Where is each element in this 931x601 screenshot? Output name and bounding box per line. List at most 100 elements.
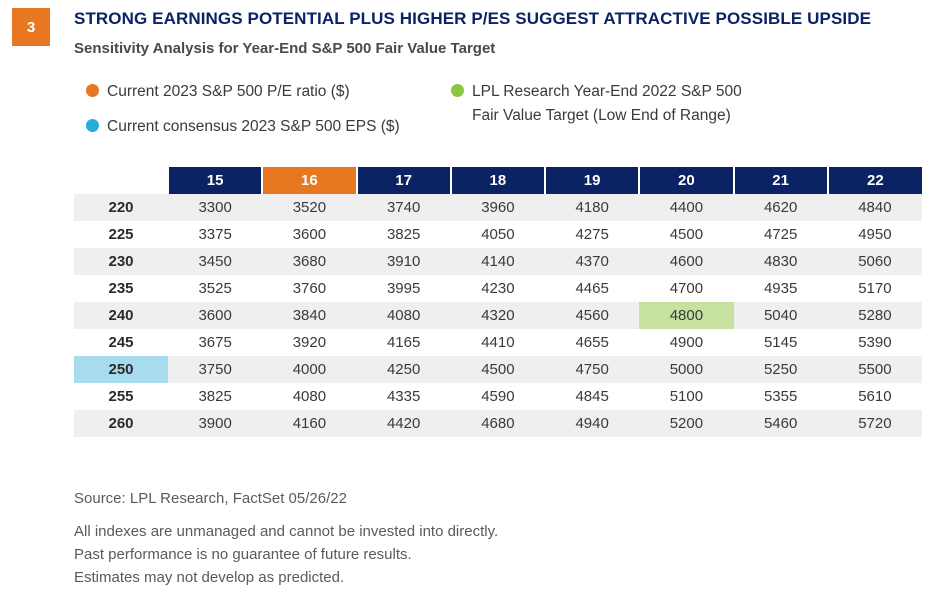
- eps-row-label: 245: [74, 329, 168, 356]
- table-cell: 5355: [733, 383, 828, 410]
- pe-column-header: 20: [638, 167, 734, 194]
- table-cell: 3675: [168, 329, 263, 356]
- table-cell: 3600: [262, 221, 357, 248]
- pe-column-header: 19: [543, 167, 640, 194]
- table-cell: 4410: [450, 329, 545, 356]
- table-cell: 5280: [827, 302, 922, 329]
- table-cell: 4000: [262, 356, 357, 383]
- eps-row-label: 235: [74, 275, 168, 302]
- table-cell: 4840: [827, 194, 922, 221]
- table-cell: 4320: [450, 302, 545, 329]
- table-cell: 3680: [262, 248, 357, 275]
- table-cell: 3520: [262, 194, 357, 221]
- table-cell: 5250: [733, 356, 828, 383]
- table-cell: 5040: [733, 302, 828, 329]
- eps-row-label: 250: [74, 356, 168, 383]
- table-row: 255 3825 4080 4335 4590 4845 5100 5355 5610: [74, 383, 922, 410]
- disclaimer-line: Past performance is no guarantee of futu…: [74, 546, 412, 563]
- table-cell: 4845: [545, 383, 640, 410]
- legend-label-line2: Fair Value Target (Low End of Range): [472, 107, 731, 124]
- legend-item-eps: Current consensus 2023 S&P 500 EPS ($): [86, 115, 400, 139]
- table-body: 220 3300 3520 3740 3960 4180 4400 4620 4840 225 33…: [74, 194, 922, 437]
- table-header-row: 15 16 17 18 19 20 21 22: [74, 167, 922, 194]
- pe-column-header: 22: [826, 167, 922, 194]
- table-cell: 5200: [639, 410, 734, 437]
- legend-label: Current consensus 2023 S&P 500 EPS ($): [107, 118, 400, 135]
- eps-row-label: 225: [74, 221, 168, 248]
- table-cell: 4500: [639, 221, 734, 248]
- table-cell: 3825: [168, 383, 263, 410]
- disclaimer-line: Estimates may not develop as predicted.: [74, 569, 345, 586]
- table-row: 240 3600 3840 4080 4320 4560 4800 5040 5280: [74, 302, 922, 329]
- table-cell: 4950: [827, 221, 922, 248]
- table-cell: 5460: [733, 410, 828, 437]
- table-cell: 3740: [356, 194, 451, 221]
- table-row: 260 3900 4160 4420 4680 4940 5200 5460 5720: [74, 410, 922, 437]
- table-cell: 4800: [639, 302, 734, 329]
- pe-column-header: 16: [261, 167, 357, 194]
- green-dot-icon: [451, 84, 464, 97]
- table-cell: 4250: [356, 356, 451, 383]
- table-row: 235 3525 3760 3995 4230 4465 4700 4935 5170: [74, 275, 922, 302]
- legend-label-line1: LPL Research Year-End 2022 S&P 500: [472, 83, 742, 100]
- table-cell: 3840: [262, 302, 357, 329]
- table-cell: 4655: [545, 329, 640, 356]
- table-cell: 3300: [168, 194, 263, 221]
- pe-column-header: 21: [732, 167, 828, 194]
- table-cell: 4370: [545, 248, 640, 275]
- table-cell: 5000: [639, 356, 734, 383]
- table-cell: 3750: [168, 356, 263, 383]
- legend-item-target: LPL Research Year-End 2022 S&P 500 Fair …: [451, 80, 742, 128]
- table-cell: 4700: [639, 275, 734, 302]
- table-cell: 4080: [262, 383, 357, 410]
- table-cell: 4680: [450, 410, 545, 437]
- eps-row-label: 230: [74, 248, 168, 275]
- table-cell: 3900: [168, 410, 263, 437]
- eps-row-label: 255: [74, 383, 168, 410]
- table-row: 250 3750 4000 4250 4500 4750 5000 5250 5500: [74, 356, 922, 383]
- table-cell: 5060: [827, 248, 922, 275]
- pe-column-header: 18: [449, 167, 545, 194]
- pe-column-header: 17: [355, 167, 451, 194]
- legend-label: Current 2023 S&P 500 P/E ratio ($): [107, 83, 350, 100]
- table-cell: 3995: [356, 275, 451, 302]
- table-cell: 3525: [168, 275, 263, 302]
- table-corner-cell: [74, 167, 168, 194]
- eps-row-label: 220: [74, 194, 168, 221]
- table-cell: 4080: [356, 302, 451, 329]
- figure-number-badge: 3: [12, 8, 50, 46]
- table-cell: 5100: [639, 383, 734, 410]
- table-cell: 4050: [450, 221, 545, 248]
- table-cell: 5170: [827, 275, 922, 302]
- source-note: Source: LPL Research, FactSet 05/26/22: [74, 490, 347, 507]
- table-cell: 4600: [639, 248, 734, 275]
- eps-row-label: 240: [74, 302, 168, 329]
- table-cell: 4725: [733, 221, 828, 248]
- table-cell: 4830: [733, 248, 828, 275]
- table-cell: 4180: [545, 194, 640, 221]
- table-cell: 3920: [262, 329, 357, 356]
- table-row: 245 3675 3920 4165 4410 4655 4900 5145 5390: [74, 329, 922, 356]
- pe-column-header: 15: [166, 167, 263, 194]
- table-cell: 4935: [733, 275, 828, 302]
- table-cell: 3960: [450, 194, 545, 221]
- table-cell: 3450: [168, 248, 263, 275]
- table-cell: 3600: [168, 302, 263, 329]
- disclaimer-line: All indexes are unmanaged and cannot be …: [74, 523, 499, 540]
- table-cell: 3760: [262, 275, 357, 302]
- table-row: 230 3450 3680 3910 4140 4370 4600 4830 5060: [74, 248, 922, 275]
- table-cell: 4140: [450, 248, 545, 275]
- chart-title: STRONG EARNINGS POTENTIAL PLUS HIGHER P/…: [74, 9, 872, 28]
- table-cell: 4420: [356, 410, 451, 437]
- table-cell: 4335: [356, 383, 451, 410]
- table-row: 220 3300 3520 3740 3960 4180 4400 4620 4840: [74, 194, 922, 221]
- table-cell: 4900: [639, 329, 734, 356]
- table-cell: 4165: [356, 329, 451, 356]
- eps-row-label: 260: [74, 410, 168, 437]
- table-row: 225 3375 3600 3825 4050 4275 4500 4725 4950: [74, 221, 922, 248]
- table-cell: 5720: [827, 410, 922, 437]
- orange-dot-icon: [86, 84, 99, 97]
- table-cell: 4230: [450, 275, 545, 302]
- disclaimer-block: All indexes are unmanaged and cannot be …: [74, 520, 498, 589]
- table-cell: 4275: [545, 221, 640, 248]
